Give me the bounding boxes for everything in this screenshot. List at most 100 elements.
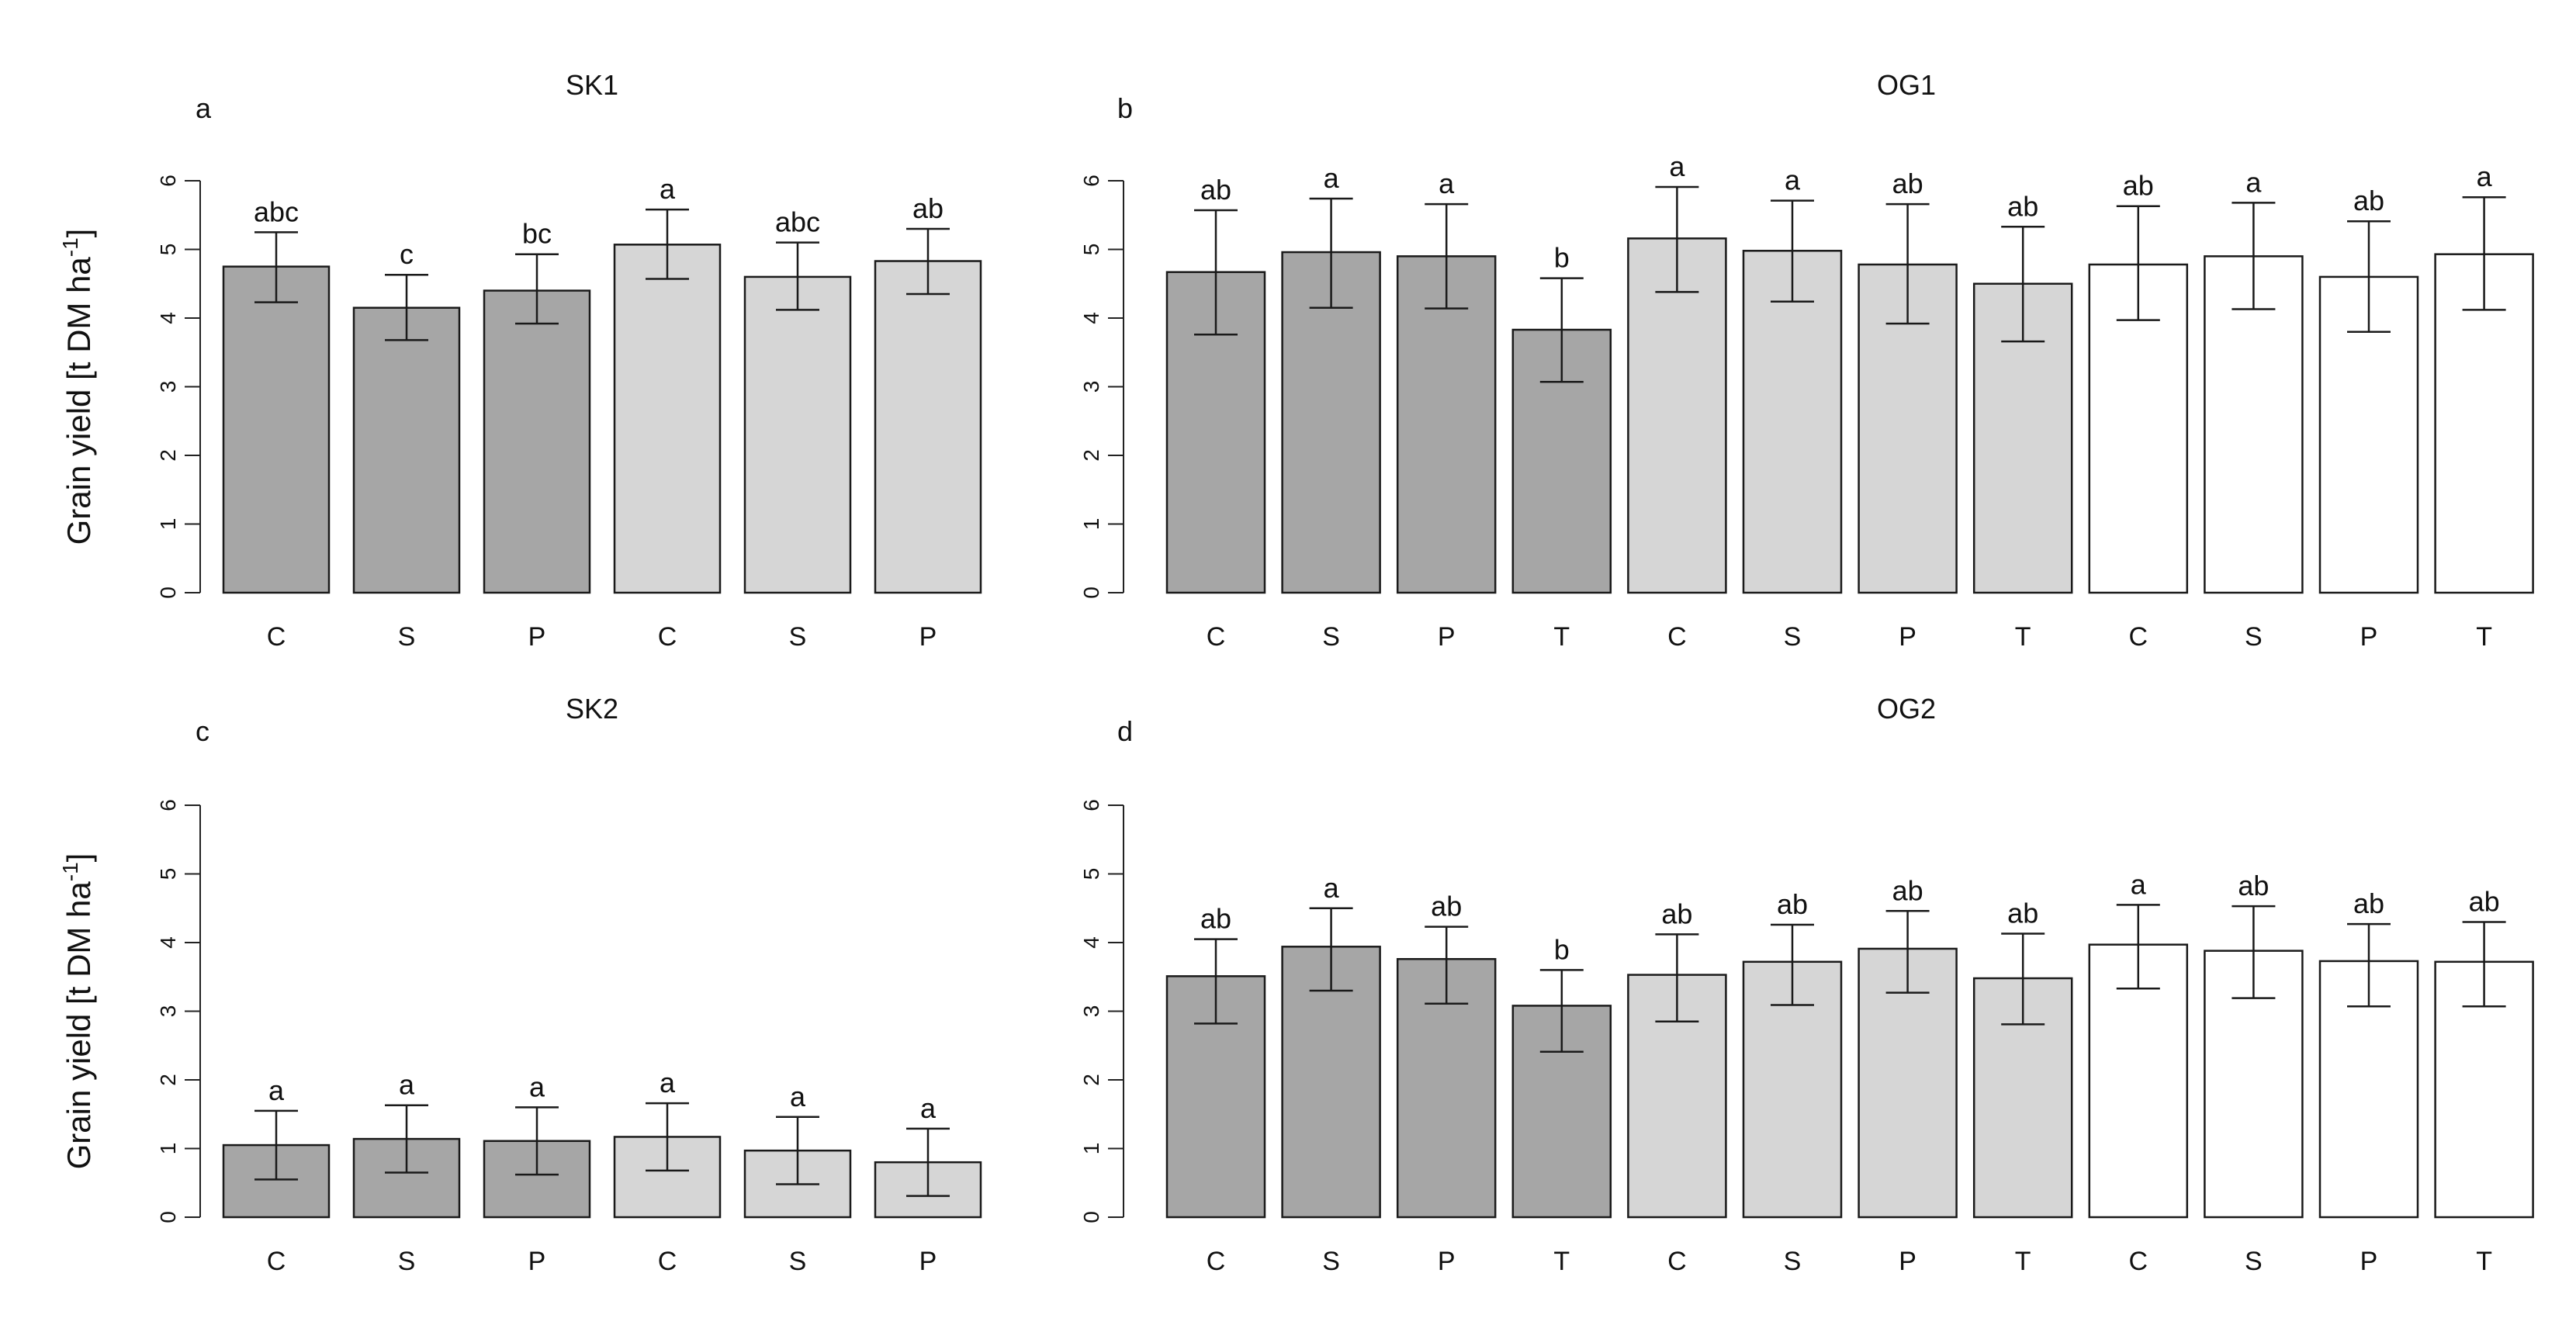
significance-label: a — [1669, 150, 1685, 182]
significance-label: ab — [1777, 888, 1808, 920]
y-tick-label: 3 — [156, 381, 180, 393]
y-tick-label: 4 — [156, 936, 180, 949]
panel-b: OG1 b 0 1 2 3 4 5 6 ab Ca Sa Pb Ta Ca Sab Pab Tab Ca Sab Pa T — [1079, 69, 2534, 652]
bar — [2088, 943, 2189, 1219]
y-tick-label: 4 — [156, 312, 180, 324]
x-tick-label: S — [1322, 1247, 1340, 1276]
x-tick-label: P — [2360, 1247, 2378, 1276]
x-tick-label: S — [2245, 622, 2263, 652]
x-tick-label: P — [919, 1247, 937, 1276]
bar — [1281, 946, 1381, 1219]
x-tick-label: P — [528, 622, 546, 652]
y-axis-title-superscript: -1 — [58, 237, 82, 257]
significance-label: a — [1324, 872, 1340, 904]
x-tick-label: S — [1322, 622, 1340, 652]
y-tick-label: 2 — [156, 1074, 180, 1086]
panel-d: OG2 d 0 1 2 3 4 5 6 ab Ca Sab Pb Tab Cab Sab Pab Ta Cab Sab… — [1079, 693, 2534, 1276]
x-tick-label: P — [1899, 1247, 1916, 1276]
bar — [874, 260, 982, 594]
bar — [483, 289, 591, 594]
significance-label: a — [1324, 162, 1340, 194]
significance-label: a — [2245, 166, 2262, 198]
y-tick-label: 5 — [156, 244, 180, 256]
x-tick-label: C — [267, 622, 286, 652]
significance-label: bc — [522, 218, 552, 250]
significance-label: ab — [1431, 891, 1462, 922]
significance-label: a — [790, 1081, 806, 1112]
significance-label: ab — [2353, 887, 2384, 919]
y-tick-label: 2 — [1079, 449, 1103, 462]
significance-label: a — [268, 1074, 285, 1106]
significance-label: ab — [2353, 185, 2384, 216]
x-tick-label: P — [1899, 622, 1916, 652]
significance-label: ab — [2123, 170, 2154, 202]
chart-title: SK2 — [566, 693, 618, 725]
bar — [1627, 237, 1727, 594]
x-tick-label: T — [2015, 622, 2031, 652]
x-tick-label: T — [1553, 622, 1570, 652]
significance-label: ab — [1200, 903, 1231, 935]
bar — [2204, 255, 2304, 594]
significance-label: ab — [1892, 168, 1923, 199]
panel-letter: b — [1117, 92, 1133, 124]
y-tick-label: 3 — [156, 1005, 180, 1018]
y-tick-label: 1 — [1079, 1143, 1103, 1155]
x-tick-label: S — [398, 1247, 416, 1276]
y-tick-label: 5 — [1079, 244, 1103, 256]
bar — [222, 265, 331, 594]
x-tick-label: C — [658, 622, 677, 652]
bar — [743, 275, 852, 594]
panel-letter: c — [196, 715, 209, 747]
y-tick-label: 0 — [1079, 1211, 1103, 1223]
significance-label: ab — [2469, 885, 2500, 917]
significance-label: ab — [1661, 898, 1692, 929]
x-tick-label: P — [1438, 1247, 1456, 1276]
y-tick-label: 4 — [1079, 936, 1103, 949]
y-tick-label: 6 — [156, 799, 180, 811]
y-tick-label: 0 — [156, 1211, 180, 1223]
significance-label: a — [920, 1092, 937, 1124]
significance-label: ab — [2238, 870, 2269, 901]
chart-title: OG1 — [1877, 69, 1936, 101]
chart-title: OG2 — [1877, 693, 1936, 725]
x-tick-label: C — [1667, 622, 1687, 652]
x-tick-label: S — [789, 1247, 807, 1276]
y-axis-title: Grain yield [t DM ha-1] — [58, 853, 97, 1170]
significance-label: a — [1439, 168, 1455, 199]
significance-label: a — [399, 1069, 415, 1101]
x-tick-label: P — [2360, 622, 2378, 652]
x-tick-label: C — [1667, 1247, 1687, 1276]
significance-label: abc — [775, 206, 820, 238]
y-tick-label: 5 — [156, 868, 180, 881]
x-tick-label: P — [1438, 622, 1456, 652]
y-axis-title-main: Grain yield [t DM ha — [61, 257, 97, 545]
x-tick-label: C — [1207, 622, 1226, 652]
x-tick-label: S — [2245, 1247, 2263, 1276]
y-tick-label: 1 — [1079, 518, 1103, 531]
y-axis-title-superscript: -1 — [58, 862, 82, 881]
y-tick-label: 5 — [1079, 868, 1103, 881]
significance-label: abc — [254, 195, 299, 227]
y-tick-label: 6 — [1079, 799, 1103, 811]
x-tick-label: T — [1553, 1247, 1570, 1276]
significance-label: b — [1554, 933, 1570, 965]
bar — [1396, 255, 1497, 594]
significance-label: ab — [912, 192, 943, 224]
significance-label: a — [2131, 868, 2147, 900]
panel-c: SK2 c 0 1 2 3 4 5 6 Grain yield [t DM ha-1] a Ca Sa P… — [58, 693, 982, 1276]
significance-label: ab — [1892, 874, 1923, 906]
y-axis-title: Grain yield [t DM ha-1] — [58, 229, 97, 545]
x-tick-label: C — [2129, 622, 2148, 652]
x-tick-label: S — [398, 622, 416, 652]
x-tick-label: S — [1784, 1247, 1802, 1276]
y-axis-title-end: ] — [61, 229, 97, 238]
significance-label: a — [529, 1071, 545, 1102]
y-tick-label: 3 — [1079, 381, 1103, 393]
y-tick-label: 2 — [156, 449, 180, 462]
y-axis-title-end: ] — [61, 853, 97, 863]
significance-label: a — [2477, 161, 2493, 192]
y-tick-label: 3 — [1079, 1005, 1103, 1018]
x-tick-label: P — [528, 1247, 546, 1276]
